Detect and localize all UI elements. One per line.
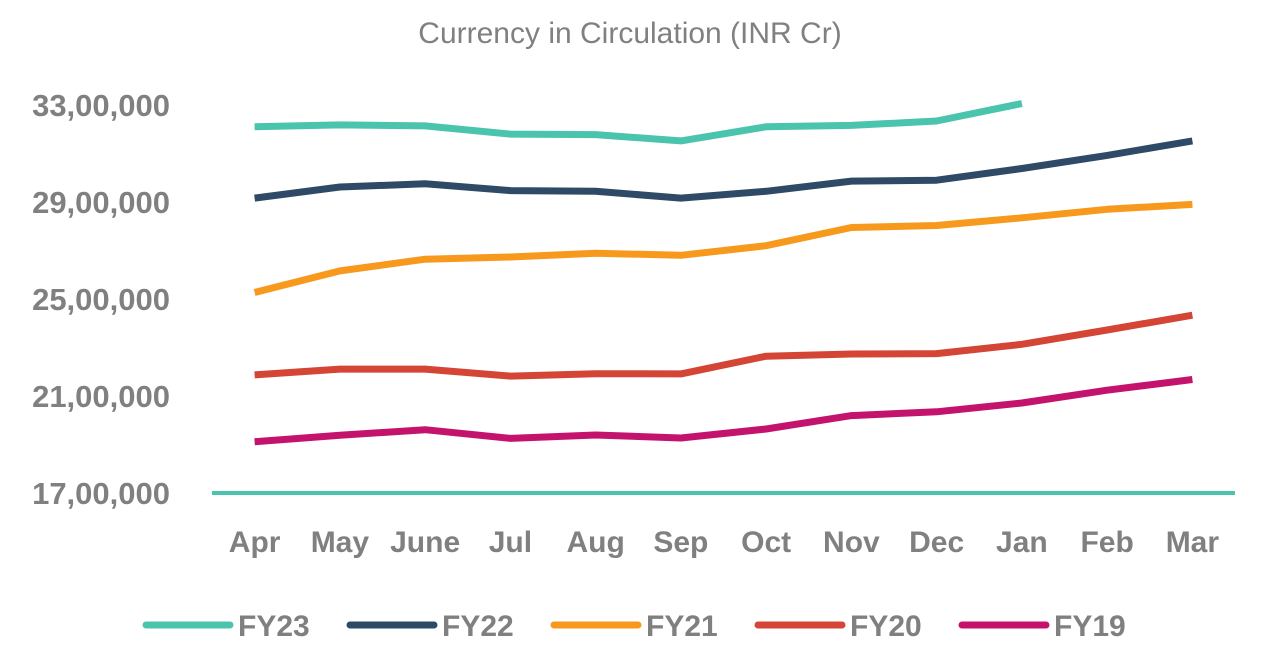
- x-tick-label: Sep: [653, 526, 708, 559]
- x-tick-label: Oct: [741, 526, 791, 559]
- legend-label: FY19: [1054, 610, 1126, 643]
- x-tick-label: Dec: [909, 526, 964, 559]
- x-axis: Apr May June Jul Aug Sep Oct Nov Dec Jan Feb Mar: [212, 491, 1235, 559]
- series-line-fy21: [253, 200, 1193, 296]
- x-tick-label: Feb: [1080, 526, 1133, 559]
- legend-label: FY20: [850, 610, 922, 643]
- x-tick-label: Apr: [229, 526, 281, 559]
- series-line-fy23: [254, 100, 1023, 145]
- series-line-fy19: [254, 376, 1193, 446]
- y-tick-label: 25,00,000: [32, 282, 170, 317]
- x-tick-label: Jul: [489, 526, 532, 559]
- legend-item-fy20: FY20: [754, 610, 922, 643]
- x-tick-label: Aug: [566, 526, 624, 559]
- series-line-fy22: [254, 137, 1193, 202]
- x-tick-label: May: [311, 526, 370, 559]
- legend-label: FY22: [442, 610, 514, 643]
- y-tick-label: 21,00,000: [32, 379, 170, 414]
- chart-title: Currency in Circulation (INR Cr): [418, 17, 841, 50]
- legend-item-fy19: FY19: [958, 610, 1126, 643]
- x-tick-label: June: [390, 526, 460, 559]
- legend-item-fy23: FY23: [142, 610, 310, 643]
- x-tick-label: Nov: [823, 526, 880, 559]
- x-tick-label: Mar: [1166, 526, 1220, 559]
- series-line-fy20: [254, 311, 1193, 380]
- series-lines: [253, 100, 1193, 446]
- y-tick-label: 17,00,000: [32, 476, 170, 511]
- y-axis: 17,00,000 21,00,000 25,00,000 29,00,000 33,0…: [32, 88, 170, 511]
- legend-item-fy22: FY22: [346, 610, 514, 643]
- legend: FY23 FY22 FY21 FY20 FY19: [142, 610, 1126, 643]
- x-tick-label: Jan: [996, 526, 1048, 559]
- legend-item-fy21: FY21: [550, 610, 718, 643]
- y-tick-label: 33,00,000: [32, 88, 170, 123]
- legend-label: FY21: [646, 610, 718, 643]
- legend-label: FY23: [238, 610, 310, 643]
- y-tick-label: 29,00,000: [32, 185, 170, 220]
